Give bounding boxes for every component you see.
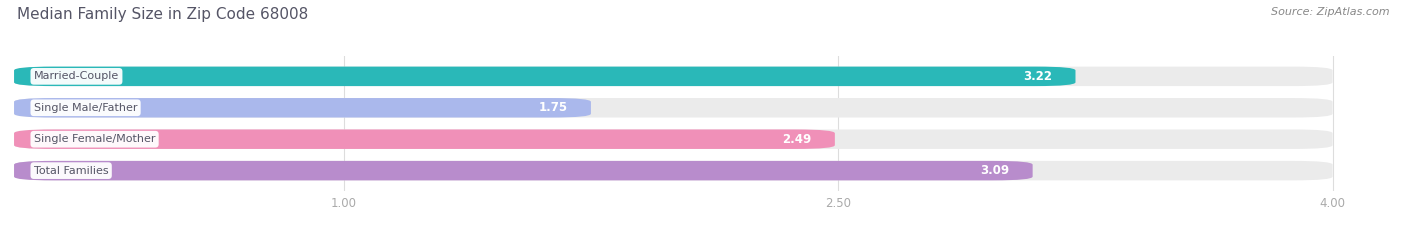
Text: Single Female/Mother: Single Female/Mother [34,134,155,144]
FancyBboxPatch shape [14,67,1076,86]
FancyBboxPatch shape [14,98,1333,117]
FancyBboxPatch shape [14,161,1333,180]
Text: Single Male/Father: Single Male/Father [34,103,138,113]
FancyBboxPatch shape [14,130,835,149]
FancyBboxPatch shape [14,98,591,117]
Text: Median Family Size in Zip Code 68008: Median Family Size in Zip Code 68008 [17,7,308,22]
FancyBboxPatch shape [14,67,1333,86]
Text: Source: ZipAtlas.com: Source: ZipAtlas.com [1271,7,1389,17]
Text: 2.49: 2.49 [783,133,811,146]
Text: Married-Couple: Married-Couple [34,71,120,81]
Text: 3.22: 3.22 [1024,70,1053,83]
Text: 3.09: 3.09 [980,164,1010,177]
FancyBboxPatch shape [14,161,1032,180]
Text: 1.75: 1.75 [538,101,568,114]
FancyBboxPatch shape [14,130,1333,149]
Text: Total Families: Total Families [34,166,108,176]
